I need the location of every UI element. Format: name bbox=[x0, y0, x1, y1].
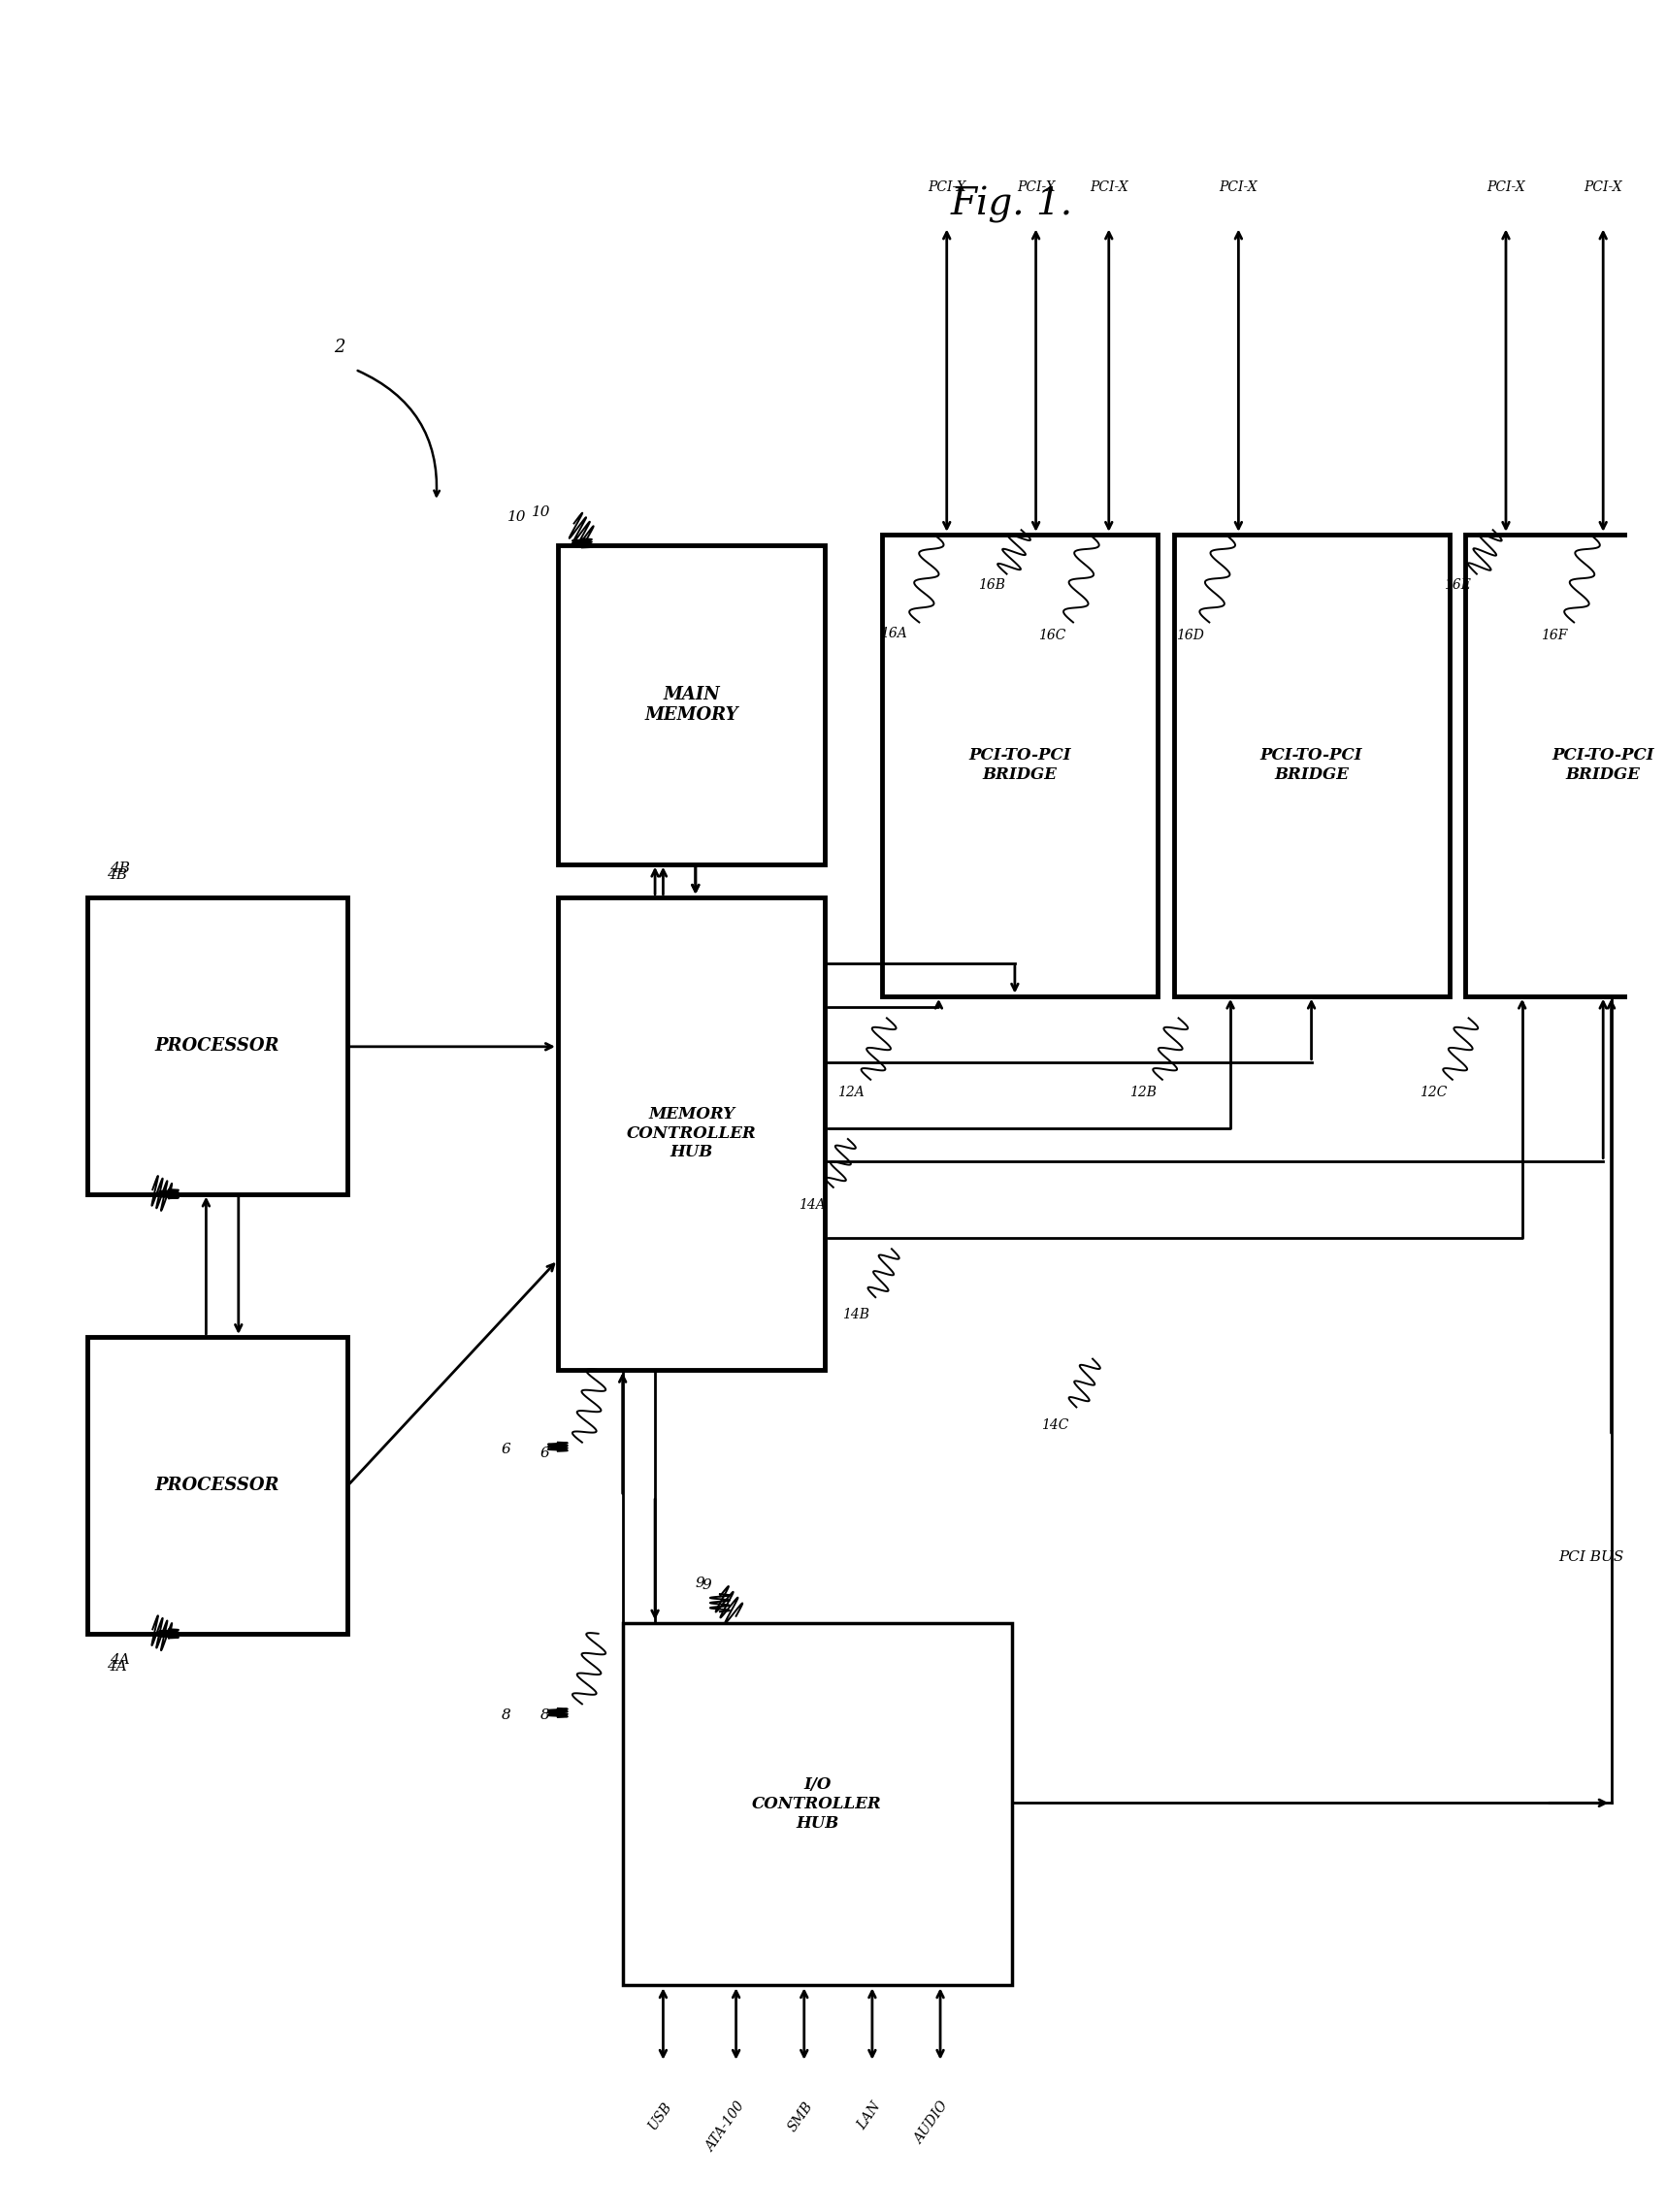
Bar bbox=[881, 535, 1158, 995]
Text: PCI-X: PCI-X bbox=[928, 179, 966, 195]
Text: ATA-100: ATA-100 bbox=[703, 2099, 746, 2154]
Bar bbox=[1173, 535, 1449, 995]
Text: 14C: 14C bbox=[1041, 1418, 1070, 1431]
Text: I/O
CONTROLLER
HUB: I/O CONTROLLER HUB bbox=[753, 1776, 881, 1832]
Text: 16E: 16E bbox=[1444, 577, 1471, 593]
Text: 16F: 16F bbox=[1541, 628, 1568, 641]
Bar bbox=[558, 898, 825, 1369]
Text: 8: 8 bbox=[540, 1708, 550, 1721]
Bar bbox=[623, 1624, 1011, 1986]
Text: AUDIO: AUDIO bbox=[913, 2099, 951, 2148]
Text: PCI-X: PCI-X bbox=[1220, 179, 1258, 195]
Text: PCI-X: PCI-X bbox=[1090, 179, 1128, 195]
Text: 14B: 14B bbox=[843, 1307, 870, 1321]
Text: 9: 9 bbox=[696, 1577, 705, 1590]
Text: 4A: 4A bbox=[107, 1659, 127, 1674]
Text: PROCESSOR: PROCESSOR bbox=[155, 1037, 280, 1055]
Text: 4B: 4B bbox=[110, 863, 130, 876]
Text: PROCESSOR: PROCESSOR bbox=[155, 1478, 280, 1493]
Text: 10: 10 bbox=[508, 511, 526, 524]
Text: 8: 8 bbox=[501, 1708, 511, 1721]
Text: 14A: 14A bbox=[798, 1199, 826, 1212]
Bar bbox=[558, 546, 825, 865]
Text: 4B: 4B bbox=[107, 869, 127, 883]
Text: MAIN
MEMORY: MAIN MEMORY bbox=[645, 686, 738, 723]
Text: Fig. 1.: Fig. 1. bbox=[950, 186, 1073, 223]
Text: PCI BUS: PCI BUS bbox=[1559, 1551, 1624, 1564]
Text: 16B: 16B bbox=[978, 577, 1006, 593]
Text: PCI-TO-PCI
BRIDGE: PCI-TO-PCI BRIDGE bbox=[1259, 748, 1363, 783]
Text: 16A: 16A bbox=[880, 626, 906, 639]
Text: PCI-TO-PCI
BRIDGE: PCI-TO-PCI BRIDGE bbox=[968, 748, 1071, 783]
Text: 2: 2 bbox=[333, 338, 345, 356]
Text: PCI-X: PCI-X bbox=[1016, 179, 1055, 195]
Bar bbox=[1466, 535, 1666, 995]
Text: 6: 6 bbox=[501, 1442, 511, 1455]
Text: SMB: SMB bbox=[785, 2099, 815, 2135]
Text: 12A: 12A bbox=[838, 1086, 865, 1099]
Text: PCI-X: PCI-X bbox=[1584, 179, 1623, 195]
Text: 16C: 16C bbox=[1038, 628, 1066, 641]
Text: 4A: 4A bbox=[110, 1652, 130, 1668]
Bar bbox=[88, 898, 347, 1194]
Text: 16D: 16D bbox=[1176, 628, 1205, 641]
Text: PCI-TO-PCI
BRIDGE: PCI-TO-PCI BRIDGE bbox=[1553, 748, 1654, 783]
Text: MEMORY
CONTROLLER
HUB: MEMORY CONTROLLER HUB bbox=[626, 1106, 756, 1161]
Text: 12B: 12B bbox=[1130, 1086, 1156, 1099]
Text: USB: USB bbox=[646, 2099, 675, 2132]
Text: 9: 9 bbox=[701, 1579, 711, 1593]
Text: 12C: 12C bbox=[1419, 1086, 1446, 1099]
Text: PCI-X: PCI-X bbox=[1486, 179, 1524, 195]
Text: LAN: LAN bbox=[855, 2099, 883, 2132]
Text: 6: 6 bbox=[540, 1447, 550, 1460]
Bar bbox=[88, 1336, 347, 1635]
Text: 10: 10 bbox=[531, 507, 551, 520]
